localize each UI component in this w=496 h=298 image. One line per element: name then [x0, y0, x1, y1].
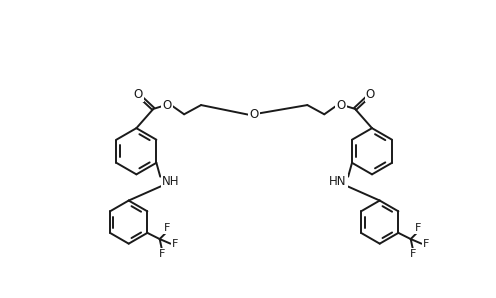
Text: HN: HN	[329, 175, 347, 188]
Text: F: F	[164, 223, 171, 233]
Text: O: O	[337, 99, 346, 111]
Text: NH: NH	[162, 175, 179, 188]
Text: F: F	[423, 239, 430, 249]
Text: F: F	[159, 249, 165, 260]
Text: O: O	[133, 88, 142, 101]
Text: O: O	[366, 88, 375, 101]
Text: F: F	[410, 249, 416, 260]
Text: O: O	[163, 99, 172, 111]
Text: O: O	[249, 108, 259, 121]
Text: F: F	[172, 239, 178, 249]
Text: F: F	[415, 223, 422, 233]
